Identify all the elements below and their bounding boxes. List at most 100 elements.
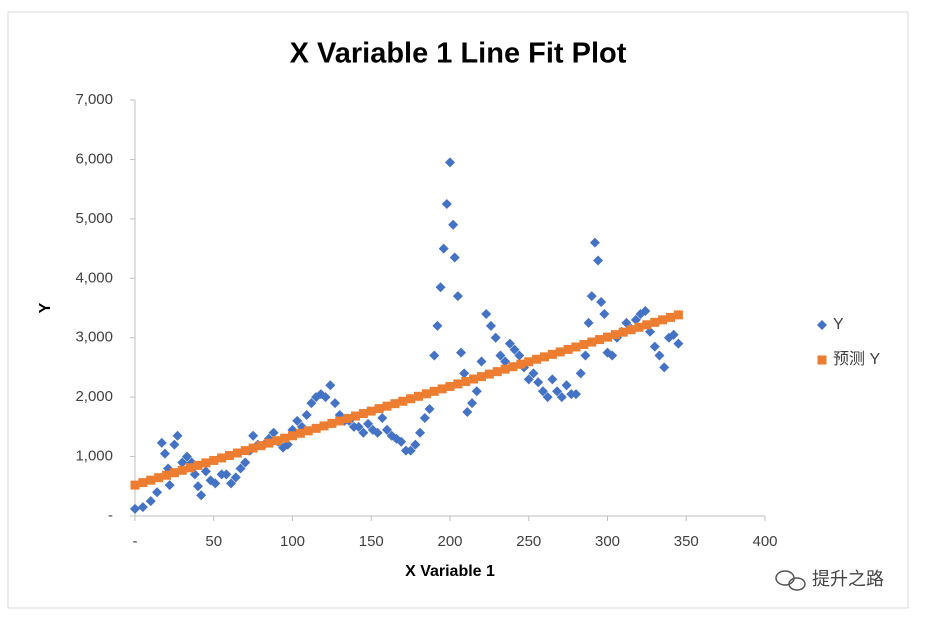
point xyxy=(335,416,345,426)
point xyxy=(200,466,211,477)
chart-border xyxy=(7,11,909,609)
point xyxy=(649,341,660,352)
x-axis-title: X Variable 1 xyxy=(405,563,495,580)
point xyxy=(504,338,515,349)
point xyxy=(419,412,430,423)
point xyxy=(642,320,652,330)
y-tick-label: 2,000 xyxy=(75,388,113,405)
legend-label: 预测 Y xyxy=(833,350,880,368)
point xyxy=(449,252,460,263)
point xyxy=(666,312,675,322)
y-tick-label: 7,000 xyxy=(75,91,113,108)
point xyxy=(138,478,148,488)
point xyxy=(668,329,679,340)
legend-marker xyxy=(817,320,827,330)
point xyxy=(555,347,565,357)
point xyxy=(415,427,426,438)
point xyxy=(556,392,567,403)
point xyxy=(453,379,463,389)
point xyxy=(358,409,368,419)
y-axis-title: Y xyxy=(37,302,54,313)
point xyxy=(398,396,408,406)
point xyxy=(471,386,482,397)
point xyxy=(351,411,360,421)
point xyxy=(306,398,317,409)
point xyxy=(618,327,628,337)
x-tick-label: 400 xyxy=(752,533,777,550)
x-tick-label: 150 xyxy=(359,533,384,550)
point xyxy=(330,398,341,409)
point xyxy=(325,380,336,391)
point xyxy=(552,386,563,397)
point xyxy=(673,338,684,349)
x-tick-label: 100 xyxy=(280,533,305,550)
point xyxy=(303,426,313,436)
point xyxy=(441,199,452,209)
point xyxy=(377,412,388,423)
point xyxy=(159,448,170,459)
x-tick-label: 200 xyxy=(437,533,462,550)
point xyxy=(429,350,440,361)
point xyxy=(476,356,487,367)
legend-marker xyxy=(817,355,827,365)
x-tick-label: 50 xyxy=(205,533,222,550)
point xyxy=(382,401,392,411)
point xyxy=(492,367,502,377)
point xyxy=(181,451,192,462)
point xyxy=(537,386,548,397)
legend-label: Y xyxy=(833,316,844,333)
point xyxy=(580,350,591,361)
point xyxy=(583,317,594,328)
y-tick-label: 3,000 xyxy=(75,329,113,346)
point xyxy=(485,320,496,331)
point xyxy=(523,374,534,385)
point xyxy=(509,344,520,355)
point xyxy=(508,362,518,372)
point xyxy=(320,392,331,403)
point xyxy=(448,219,459,230)
point xyxy=(162,470,171,480)
point xyxy=(599,308,610,319)
chart-title: X Variable 1 Line Fit Plot xyxy=(290,38,627,70)
point xyxy=(575,368,586,379)
point xyxy=(193,460,203,470)
point xyxy=(390,399,400,409)
point xyxy=(658,315,668,325)
point xyxy=(225,451,234,461)
point xyxy=(248,443,258,453)
point xyxy=(201,458,211,468)
point xyxy=(437,384,447,394)
point xyxy=(146,475,156,485)
point xyxy=(172,430,183,441)
point xyxy=(295,428,305,438)
point xyxy=(500,356,511,367)
point xyxy=(445,157,455,168)
x-tick-label: 350 xyxy=(674,533,699,550)
point xyxy=(372,427,383,438)
point xyxy=(445,381,455,391)
point xyxy=(343,413,353,423)
watermark-icon xyxy=(775,570,806,591)
point xyxy=(268,427,279,438)
point xyxy=(154,473,164,483)
point xyxy=(607,350,618,361)
point xyxy=(353,421,364,432)
x-tick-label: - xyxy=(133,533,138,550)
point xyxy=(374,404,384,414)
point xyxy=(301,409,312,420)
point xyxy=(406,394,416,404)
point xyxy=(524,357,534,367)
point xyxy=(130,503,140,514)
point xyxy=(452,291,463,302)
point xyxy=(185,463,195,473)
point xyxy=(366,406,376,416)
point xyxy=(571,342,581,352)
point xyxy=(327,418,337,428)
point xyxy=(240,446,250,456)
point xyxy=(432,320,443,331)
point xyxy=(673,310,683,320)
point xyxy=(438,243,449,254)
point xyxy=(593,255,604,266)
point xyxy=(429,386,439,396)
